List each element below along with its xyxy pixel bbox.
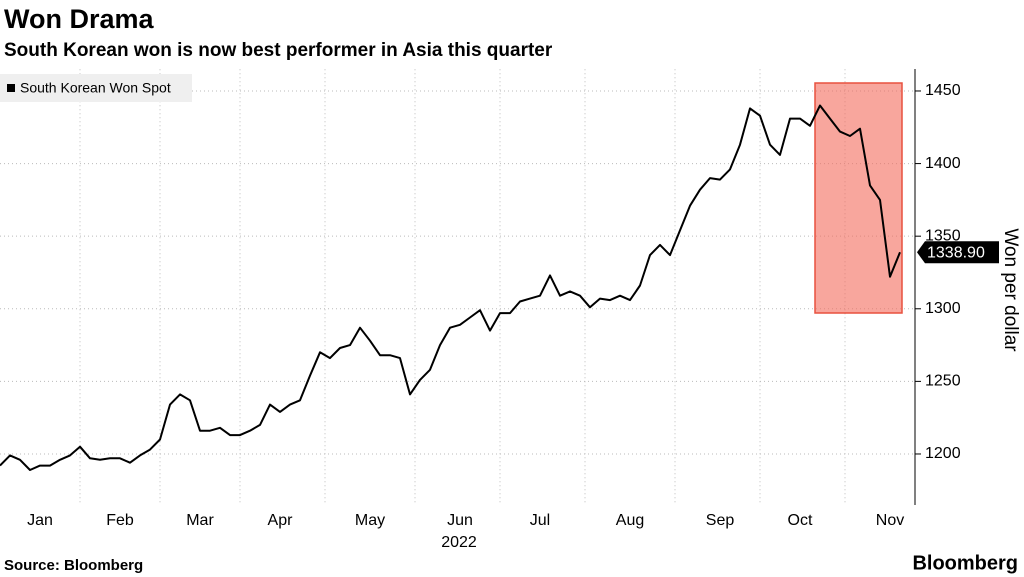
x-axis-year: 2022 <box>441 534 477 551</box>
legend-box <box>0 74 192 102</box>
x-tick-label: Feb <box>106 512 134 529</box>
y-tick-label: 1400 <box>925 155 961 172</box>
value-label-box <box>917 241 999 264</box>
y-axis-label: Won per dollar <box>1000 228 1021 352</box>
brand-logo: Bloomberg <box>912 552 1018 574</box>
x-tick-label: Jun <box>447 512 473 529</box>
chart-subtitle: South Korean won is now best performer i… <box>4 40 553 61</box>
x-tick-label: Apr <box>268 512 294 529</box>
y-tick-label: 1350 <box>925 227 961 244</box>
value-label: 1338.90 <box>927 245 985 262</box>
x-tick-label: Jul <box>530 512 550 529</box>
x-tick-label: May <box>355 512 385 529</box>
highlight-box <box>814 82 903 314</box>
y-tick-label: 1300 <box>925 300 961 317</box>
x-tick-label: Mar <box>186 512 214 529</box>
source: Source: Bloomberg <box>4 557 143 574</box>
x-tick-label: Oct <box>788 512 813 529</box>
y-tick-label: 1250 <box>925 373 961 390</box>
legend-label: South Korean Won Spot <box>20 80 171 96</box>
x-tick-label: Aug <box>616 512 644 529</box>
chart-title: Won Drama <box>4 4 155 34</box>
y-tick-label: 1200 <box>925 445 961 462</box>
x-tick-label: Jan <box>27 512 53 529</box>
series-line <box>0 104 901 471</box>
x-tick-label: Nov <box>876 512 904 529</box>
x-tick-label: Sep <box>706 512 735 529</box>
y-tick-label: 1450 <box>925 82 961 99</box>
legend-swatch <box>7 84 15 92</box>
